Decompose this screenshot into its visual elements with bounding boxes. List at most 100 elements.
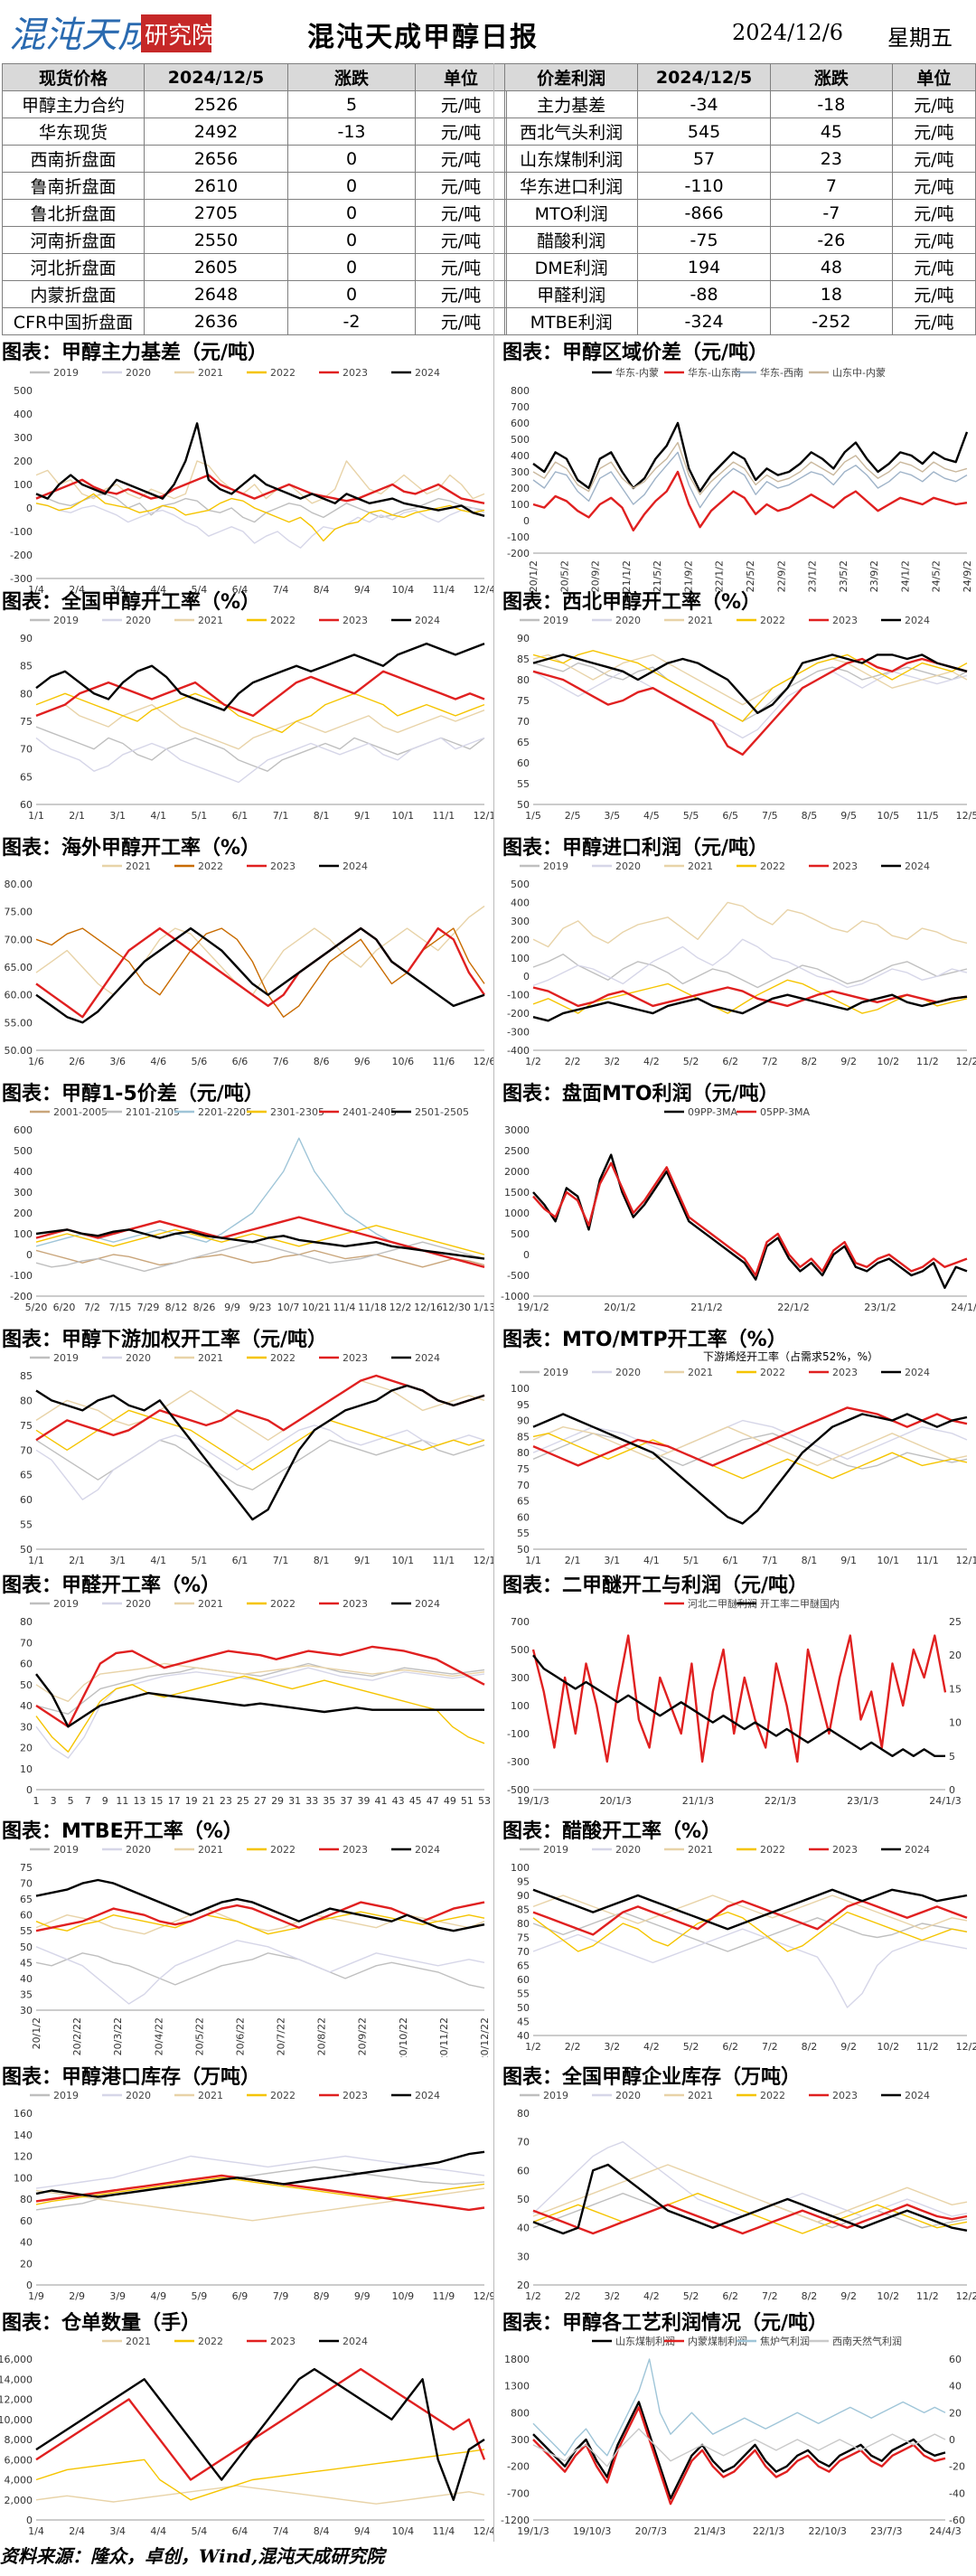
series-line-2024 xyxy=(35,2367,485,2502)
x-tick-label: 11/5 xyxy=(916,810,939,822)
y2-tick-label: 20 xyxy=(949,1650,962,1661)
y-tick-label: 8,000 xyxy=(5,2434,33,2446)
series-line-2023 xyxy=(532,1899,968,1936)
y-tick-label: 75 xyxy=(20,1862,33,1874)
table-row: 鲁南折盘面 2610 0 元/吨 xyxy=(2,172,507,200)
series-line-河北二甲醚利润 xyxy=(531,1634,947,1763)
chart-title: 图表：海外甲醇开工率（%） xyxy=(2,837,261,860)
y-tick-label: 70 xyxy=(517,716,530,728)
y-tick-label: 3000 xyxy=(504,1124,530,1136)
x-tick-label: 1/5 xyxy=(525,810,541,822)
y-tick-label: 600 xyxy=(14,1124,33,1136)
table-cell: 华东进口利润 xyxy=(503,172,639,200)
y-tick-label: 60 xyxy=(20,799,33,811)
y2-tick-label: 0 xyxy=(949,2434,955,2446)
legend-label: 2201-2205 xyxy=(198,1106,252,1118)
series-line-2023 xyxy=(532,657,968,757)
series-line-2001-2005 xyxy=(35,1249,485,1268)
y-tick-label: 1000 xyxy=(504,1208,530,1219)
y-tick-label: 75 xyxy=(20,1420,33,1432)
legend-label: 2024 xyxy=(905,1844,930,1856)
x-tick-label: 9/1 xyxy=(840,1555,857,1566)
chart-c13: 2019 2020 2021 2022 2023 2024 75 70 65 60 55 50 45 40… xyxy=(20,1844,491,2057)
series-line-2020 xyxy=(532,1419,968,1461)
legend-label: 2022 xyxy=(198,860,223,872)
spread-profit-table-header: 价差利润 2024/12/5 涨跌 单位 xyxy=(503,63,976,91)
spread-profit-table-body: 主力基差 -34 -18 元/吨 西北气头利润 545 45 元/吨 山东煤制利润 57 23 元/吨… xyxy=(503,90,976,335)
x-tick-label: 27 xyxy=(254,1795,267,1807)
chart-title: 图表：MTBE开工率（%） xyxy=(2,1820,243,1843)
y-tick-label: 65 xyxy=(20,771,33,783)
x-tick-label: 43 xyxy=(392,1795,405,1807)
x-tick-label: 2/5 xyxy=(565,810,581,822)
legend-label: 2022 xyxy=(270,367,296,379)
y-tick-label: -300 xyxy=(10,573,33,585)
chart-title: 图表：甲醇1-5价差（元/吨） xyxy=(2,1083,264,1105)
table-cell: -13 xyxy=(287,118,416,146)
table-cell: 0 xyxy=(287,226,416,254)
y-tick-label: 75.00 xyxy=(5,907,33,918)
x-tick-label: 1/13 xyxy=(474,1302,493,1313)
y-tick-label: 40 xyxy=(517,2223,530,2234)
y-tick-label: 50 xyxy=(517,2194,530,2205)
x-tick-label: 21/1/2 xyxy=(690,1302,722,1313)
series-line-2019 xyxy=(35,1952,485,1989)
x-tick-label: 10/21 xyxy=(302,1302,331,1313)
y-tick-label: 35 xyxy=(20,1988,33,2000)
x-tick-label: 9/9 xyxy=(354,2290,371,2302)
series-line-2019 xyxy=(532,953,968,989)
series-line-2021 xyxy=(35,703,485,750)
chart-c1: 2019 2020 2021 2022 2023 2024 500 400 300 200 100 0… xyxy=(10,367,493,596)
table-cell: 元/吨 xyxy=(415,280,507,308)
x-tick-label: 1/2 xyxy=(525,2041,541,2053)
table-cell: 45 xyxy=(769,118,893,146)
series-line-2020 xyxy=(35,1667,485,1759)
x-tick-label: 22/1/3 xyxy=(753,2525,784,2537)
chart-c8: 09PP-3MA 05PP-3MA 3000 2500 2000 1500 1000 500 0… xyxy=(501,1106,976,1313)
y-tick-label: 60 xyxy=(517,757,530,769)
y-tick-label: 55 xyxy=(517,1528,530,1539)
x-tick-label: 9 xyxy=(102,1795,108,1807)
legend-label: 2101-2105 xyxy=(126,1106,180,1118)
x-tick-label: 4/9 xyxy=(150,2290,166,2302)
series-line-2301-2305 xyxy=(35,1225,485,1255)
y-tick-label: 300 xyxy=(511,2434,530,2446)
x-tick-label: 12/2 xyxy=(956,2290,976,2302)
x-tick-label: 7/5 xyxy=(762,810,778,822)
x-tick-label: 21/5/2 xyxy=(652,560,663,592)
legend-label: 2020 xyxy=(615,860,641,872)
y-tick-label: -200 xyxy=(507,1008,530,1020)
table-row: CFR中国折盘面 2636 -2 元/吨 xyxy=(2,307,507,335)
y-tick-label: 80 xyxy=(517,1447,530,1459)
series-line-2019 xyxy=(35,493,485,523)
x-tick-label: 15 xyxy=(151,1795,164,1807)
legend-label: 2020 xyxy=(615,615,641,626)
table-cell: 元/吨 xyxy=(891,307,976,335)
legend-label: 2020 xyxy=(615,1844,641,1856)
x-tick-label: 39 xyxy=(357,1795,370,1807)
y-tick-label: 45 xyxy=(20,1957,33,1969)
x-tick-label: 24/1/2 xyxy=(951,1302,976,1313)
y-tick-label: 55 xyxy=(517,778,530,790)
x-tick-label: 1/9 xyxy=(28,2290,44,2302)
legend-label: 2022 xyxy=(270,1352,296,1364)
series-line-2024 xyxy=(35,1384,485,1521)
series-line-2019 xyxy=(532,2192,968,2229)
table-cell: -252 xyxy=(769,307,893,335)
x-tick-label: 1/4 xyxy=(28,584,44,596)
x-tick-label: 6/6 xyxy=(232,1056,249,1067)
x-tick-label: 22/9/2 xyxy=(775,560,787,592)
y-tick-label: 10,000 xyxy=(0,2414,33,2426)
table-cell: -2 xyxy=(287,307,416,335)
y-tick-label: 0 xyxy=(523,1249,530,1261)
table-cell: 华东现货 xyxy=(2,118,145,146)
y-tick-label: 50 xyxy=(517,2002,530,2014)
legend-label: 2022 xyxy=(760,1844,785,1856)
x-tick-label: 1/4 xyxy=(28,2525,44,2537)
x-tick-label: 29 xyxy=(271,1795,284,1807)
table-cell: 0 xyxy=(287,199,416,227)
series-line-2020 xyxy=(35,2155,485,2189)
x-tick-label: 10/2 xyxy=(877,2290,899,2302)
legend-label: 2023 xyxy=(343,367,368,379)
legend-label: 2022 xyxy=(760,1367,785,1378)
